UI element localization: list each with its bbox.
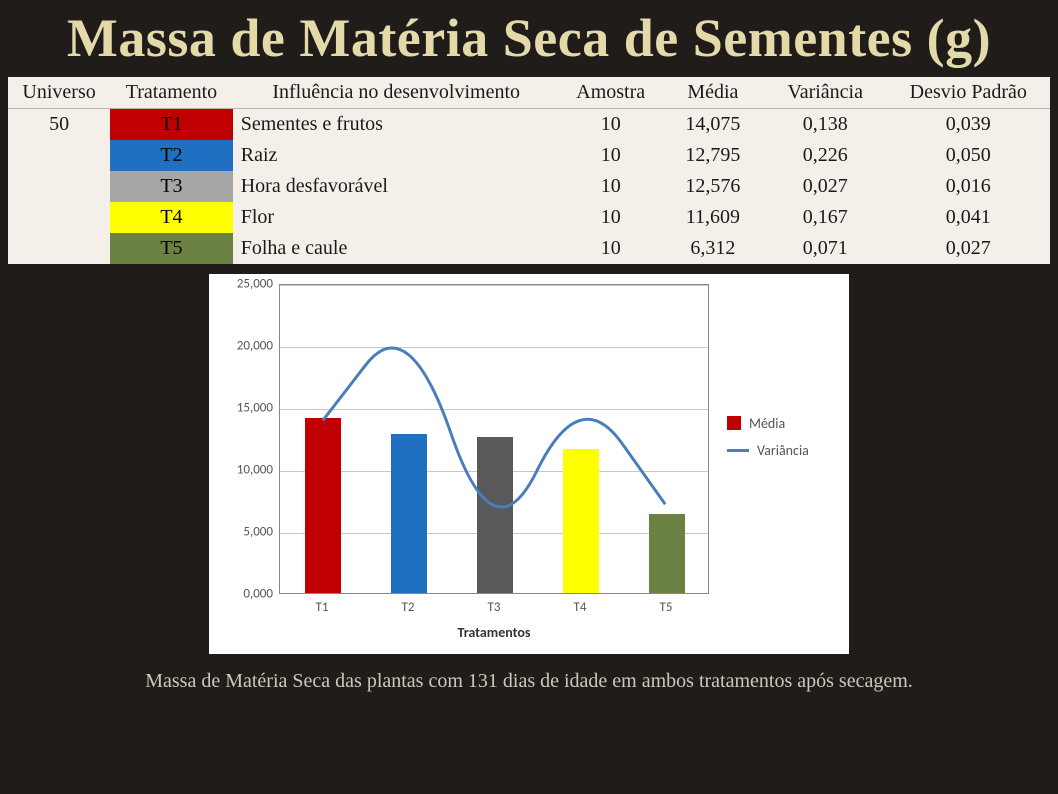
- media-cell: 14,075: [662, 108, 764, 140]
- table-header-cell: Desvio Padrão: [887, 77, 1050, 109]
- amostra-cell: 10: [560, 140, 662, 171]
- media-cell: 11,609: [662, 202, 764, 233]
- y-tick-label: 25,000: [213, 276, 273, 291]
- y-tick-label: 15,000: [213, 400, 273, 415]
- chart-panel: 0,0005,00010,00015,00020,00025,000 T1T2T…: [209, 274, 849, 654]
- legend-swatch-icon: [727, 416, 741, 430]
- variancia-cell: 0,027: [764, 171, 887, 202]
- amostra-cell: 10: [560, 108, 662, 140]
- x-tick-label: T5: [660, 600, 673, 615]
- x-axis-label: Tratamentos: [279, 624, 709, 641]
- table-header-cell: Tratamento: [110, 77, 233, 109]
- media-cell: 6,312: [662, 233, 764, 264]
- table-row: T5Folha e caule106,3120,0710,027: [8, 233, 1050, 264]
- x-tick-label: T3: [488, 600, 501, 615]
- variancia-cell: 0,071: [764, 233, 887, 264]
- legend-label: Média: [749, 415, 785, 432]
- amostra-cell: 10: [560, 233, 662, 264]
- influencia-cell: Hora desfavorável: [233, 171, 560, 202]
- y-tick-label: 20,000: [213, 338, 273, 353]
- media-cell: 12,576: [662, 171, 764, 202]
- tratamento-cell: T3: [110, 171, 233, 202]
- table-body: 50T1Sementes e frutos1014,0750,1380,039T…: [8, 108, 1050, 264]
- y-tick-label: 10,000: [213, 462, 273, 477]
- amostra-cell: 10: [560, 202, 662, 233]
- table-header-cell: Média: [662, 77, 764, 109]
- data-table-wrap: UniversoTratamentoInfluência no desenvol…: [8, 77, 1050, 264]
- slide-title: Massa de Matéria Seca de Sementes (g): [0, 0, 1058, 67]
- x-tick-label: T2: [402, 600, 415, 615]
- slide-caption: Massa de Matéria Seca das plantas com 13…: [0, 670, 1058, 693]
- desvio-padrao-cell: 0,016: [887, 171, 1050, 202]
- tratamento-cell: T4: [110, 202, 233, 233]
- legend-label: Variância: [757, 442, 809, 459]
- influencia-cell: Sementes e frutos: [233, 108, 560, 140]
- table-row: T2Raiz1012,7950,2260,050: [8, 140, 1050, 171]
- universo-cell: 50: [8, 108, 110, 264]
- desvio-padrao-cell: 0,039: [887, 108, 1050, 140]
- tratamento-cell: T2: [110, 140, 233, 171]
- x-tick-label: T1: [316, 600, 329, 615]
- data-table: UniversoTratamentoInfluência no desenvol…: [8, 77, 1050, 264]
- variancia-cell: 0,138: [764, 108, 887, 140]
- variancia-cell: 0,167: [764, 202, 887, 233]
- x-axis-ticks: T1 T2 T3 T4 T5: [279, 600, 709, 620]
- plot-area: [279, 284, 709, 594]
- amostra-cell: 10: [560, 171, 662, 202]
- table-header-cell: Amostra: [560, 77, 662, 109]
- variance-line: [323, 348, 665, 507]
- influencia-cell: Folha e caule: [233, 233, 560, 264]
- legend-item: Variância: [727, 442, 809, 459]
- table-header-cell: Influência no desenvolvimento: [233, 77, 560, 109]
- y-tick-label: 5,000: [213, 524, 273, 539]
- x-tick-label: T4: [574, 600, 587, 615]
- y-tick-label: 0,000: [213, 586, 273, 601]
- table-row: T3Hora desfavorável1012,5760,0270,016: [8, 171, 1050, 202]
- media-cell: 12,795: [662, 140, 764, 171]
- line-layer: [280, 285, 708, 593]
- table-header-cell: Universo: [8, 77, 110, 109]
- tratamento-cell: T5: [110, 233, 233, 264]
- table-header-row: UniversoTratamentoInfluência no desenvol…: [8, 77, 1050, 109]
- desvio-padrao-cell: 0,050: [887, 140, 1050, 171]
- legend-line-icon: [727, 449, 749, 452]
- desvio-padrao-cell: 0,027: [887, 233, 1050, 264]
- influencia-cell: Raiz: [233, 140, 560, 171]
- table-row: 50T1Sementes e frutos1014,0750,1380,039: [8, 108, 1050, 140]
- desvio-padrao-cell: 0,041: [887, 202, 1050, 233]
- chart-legend: Média Variância: [727, 415, 809, 469]
- y-axis-ticks: 0,0005,00010,00015,00020,00025,000: [209, 284, 273, 594]
- table-row: T4Flor1011,6090,1670,041: [8, 202, 1050, 233]
- tratamento-cell: T1: [110, 108, 233, 140]
- influencia-cell: Flor: [233, 202, 560, 233]
- legend-item: Média: [727, 415, 809, 432]
- table-header-cell: Variância: [764, 77, 887, 109]
- slide: Massa de Matéria Seca de Sementes (g) Un…: [0, 0, 1058, 794]
- variancia-cell: 0,226: [764, 140, 887, 171]
